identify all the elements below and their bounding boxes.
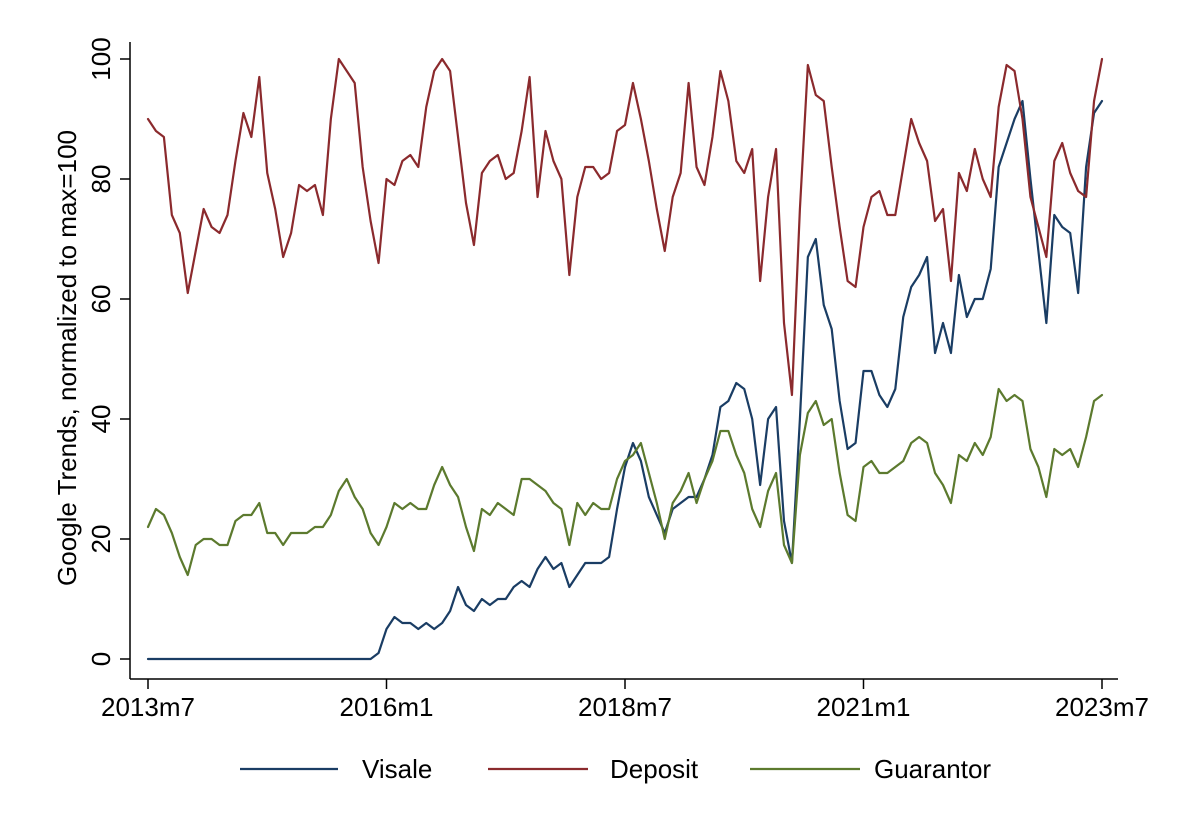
legend-item-visale: Visale — [240, 754, 432, 784]
y-tick-label: 0 — [86, 652, 116, 666]
series-layer — [146, 57, 1104, 661]
y-tick-label: 60 — [86, 285, 116, 314]
x-tick-label: 2013m7 — [101, 692, 195, 722]
x-tick-label: 2023m7 — [1055, 692, 1149, 722]
legend-item-guarantor: Guarantor — [750, 754, 991, 784]
legend-label: Deposit — [610, 754, 699, 784]
x-tick-label: 2016m1 — [340, 692, 434, 722]
y-axis-title: Google Trends, normalized to max=100 — [52, 130, 82, 586]
legend-label: Guarantor — [874, 754, 991, 784]
y-tick-label: 40 — [86, 405, 116, 434]
x-tick-label: 2021m1 — [817, 692, 911, 722]
legend: Visale Deposit Guarantor — [240, 754, 991, 784]
series-line-visale — [146, 99, 1104, 661]
legend-item-deposit: Deposit — [488, 754, 699, 784]
series-line-deposit — [146, 57, 1104, 397]
legend-label: Visale — [362, 754, 432, 784]
y-tick-label: 80 — [86, 165, 116, 194]
series-line-guarantor — [146, 387, 1104, 577]
axes: 0 20 40 60 80 100 2013m7 2016m1 2018m7 2021m1 2023… — [86, 37, 1149, 722]
y-tick-label: 20 — [86, 525, 116, 554]
y-tick-label: 100 — [86, 37, 116, 80]
x-tick-label: 2018m7 — [578, 692, 672, 722]
